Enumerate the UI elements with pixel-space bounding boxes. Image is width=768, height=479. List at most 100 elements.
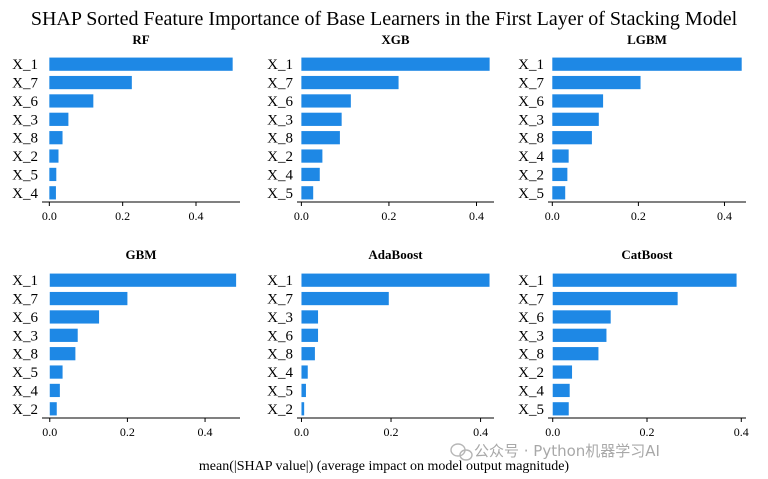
subplot-catboost: CatBoost X_1 X_7 X_6 X_3 X_8 X_2 X_4 X_50.0 0.2 0.… [518,247,749,439]
y-tick-label: X_2 [518,365,544,381]
x-tick-label: 0.0 [294,425,309,439]
bar-x1 [552,57,742,71]
x-tick-label: 0.0 [545,209,560,223]
bar-x2 [301,402,305,416]
y-tick-label: X_6 [12,94,38,110]
bar-x2 [552,167,568,182]
y-tick-label: X_2 [12,149,38,165]
y-tick-label: X_2 [267,402,293,418]
subplot-title: XGB [381,32,410,47]
x-tick-label: 0.4 [198,425,213,439]
x-tick-label: 0.2 [381,209,396,223]
y-tick-label: X_8 [267,131,293,147]
y-tick-label: X_5 [267,383,293,399]
subplot-title: GBM [125,247,156,262]
bar-x6 [552,94,604,108]
bar-x3 [552,328,607,342]
bar-x3 [49,112,69,126]
subplot-title: CatBoost [621,247,673,262]
bar-x7 [552,75,641,90]
x-tick-label: 0.2 [384,425,399,439]
x-tick-label: 0.2 [631,209,646,223]
y-tick-label: X_4 [518,149,544,165]
y-tick-label: X_6 [518,310,544,326]
watermark: 公众号 · Python机器学习AI [450,442,660,461]
y-tick-label: X_1 [518,57,544,73]
y-tick-label: X_7 [12,292,38,308]
bar-x5 [552,402,569,416]
subplot-xgb: XGB X_1 X_7 X_6 X_3 X_8 X_2 X_4 X_50.0 0.2 0.4 [267,32,494,223]
bar-x1 [552,273,737,287]
x-tick-label: 0.2 [640,425,655,439]
bar-x8 [301,347,315,361]
wechat-icon [450,443,473,461]
subplot-title: RF [132,32,149,47]
bar-x2 [49,149,59,163]
bar-x8 [301,131,340,145]
bar-x1 [301,273,490,287]
y-tick-label: X_6 [12,310,38,326]
bar-x8 [49,347,76,361]
x-tick-label: 0.0 [42,425,57,439]
bar-x7 [552,291,678,306]
y-tick-label: X_1 [518,273,544,289]
y-tick-label: X_8 [267,347,293,363]
x-tick-label: 0.4 [717,209,732,223]
y-tick-label: X_4 [12,383,38,399]
y-tick-label: X_3 [12,112,38,128]
y-tick-label: X_4 [518,383,544,399]
figure-title: SHAP Sorted Feature Importance of Base L… [31,8,738,30]
x-tick-label: 0.0 [42,209,57,223]
bar-x1 [49,273,237,287]
y-tick-label: X_3 [518,328,544,344]
subplot-grid: RF X_1 X_7 X_6 X_3 X_8 X_2 X_5 X_4 0.0 0.2 0.4 XGB X_… [12,32,749,439]
x-tick-label: 0.0 [294,209,309,223]
bar-x3 [49,328,78,342]
y-tick-label: X_3 [12,328,38,344]
y-tick-label: X_8 [518,347,544,363]
bar-x5 [301,383,306,398]
y-tick-label: X_7 [267,76,293,92]
bar-x8 [552,347,599,361]
x-tick-label: 0.4 [189,209,204,223]
bar-x5 [49,167,57,182]
bar-x6 [49,310,100,324]
bar-x2 [552,365,573,379]
y-tick-label: X_2 [12,402,38,418]
bar-x2 [301,149,323,163]
bar-x8 [49,131,63,145]
subplot-gbm: GBM X_1 X_7 X_6 X_3 X_8 X_5 X_4 X_2 0.0 0.2 0.4 [12,247,240,439]
y-tick-label: X_8 [518,131,544,147]
bar-x7 [49,291,128,306]
bar-x5 [301,186,314,200]
y-tick-label: X_4 [267,167,293,183]
bar-x4 [552,383,570,398]
y-tick-label: X_1 [267,57,293,73]
bar-x7 [49,75,132,90]
y-tick-label: X_7 [12,76,38,92]
y-tick-label: X_1 [12,273,38,289]
subplot-rf: RF X_1 X_7 X_6 X_3 X_8 X_2 X_5 X_4 0.0 0.2 0.4 [12,32,240,223]
y-tick-label: X_8 [12,131,38,147]
bar-x3 [301,310,319,324]
y-tick-label: X_5 [12,167,38,183]
y-tick-label: X_4 [267,365,293,381]
x-tick-label: 0.4 [734,425,749,439]
watermark-text: 公众号 · Python机器学习AI [474,442,660,460]
x-tick-label: 0.4 [469,209,484,223]
y-tick-label: X_7 [518,76,544,92]
y-tick-label: X_5 [518,186,544,202]
bar-x6 [49,94,94,108]
y-tick-label: X_4 [12,186,38,202]
bar-x3 [301,112,342,126]
y-tick-label: X_6 [267,94,293,110]
y-tick-label: X_3 [267,310,293,326]
y-tick-label: X_5 [267,186,293,202]
y-tick-label: X_5 [12,365,38,381]
x-tick-label: 0.4 [473,425,488,439]
y-tick-label: X_5 [518,402,544,418]
subplot-title: LGBM [627,32,667,47]
bar-x4 [49,383,60,398]
bar-x5 [552,186,566,200]
bar-x8 [552,131,592,145]
